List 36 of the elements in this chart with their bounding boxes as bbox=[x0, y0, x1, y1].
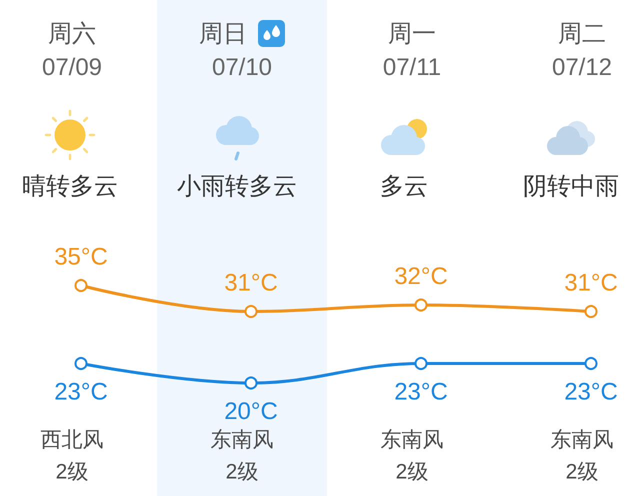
x-tick-label: 周一 bbox=[388, 20, 436, 48]
text: 晴转多云 bbox=[22, 173, 118, 200]
text: 多云 bbox=[380, 173, 428, 200]
x-tick-label: 周日 bbox=[199, 20, 247, 48]
text: 小雨转多云 bbox=[177, 173, 297, 200]
text: 07/11 bbox=[382, 54, 442, 81]
point bbox=[584, 357, 598, 370]
text: 2级 bbox=[56, 460, 88, 484]
text: 07/12 bbox=[552, 54, 612, 81]
text: 东南风 bbox=[550, 428, 614, 452]
text: 2级 bbox=[566, 460, 598, 484]
point bbox=[414, 357, 428, 370]
point bbox=[414, 298, 428, 312]
text: 西北风 bbox=[40, 428, 104, 452]
text: 07/09 bbox=[42, 54, 102, 81]
data-label: 23°C bbox=[394, 378, 448, 406]
data-label: 32°C bbox=[394, 263, 448, 290]
point bbox=[74, 279, 88, 292]
text: 2级 bbox=[226, 460, 258, 484]
point bbox=[244, 376, 258, 390]
data-label: 23°C bbox=[54, 378, 108, 406]
point bbox=[74, 357, 88, 370]
data-label: 20°C bbox=[224, 398, 278, 425]
text: 东南风 bbox=[380, 428, 444, 452]
text: 阴转中雨 bbox=[523, 173, 619, 200]
data-label: 31°C bbox=[564, 270, 618, 296]
text: 东南风 bbox=[210, 428, 274, 452]
x-tick-label: 周二 bbox=[558, 20, 606, 48]
point bbox=[244, 305, 258, 318]
x-tick-label: 周六 bbox=[48, 20, 96, 48]
data-label: 35°C bbox=[54, 244, 108, 270]
data-label: 31°C bbox=[224, 270, 278, 296]
text: 2级 bbox=[396, 460, 428, 484]
text: 07/10 bbox=[212, 54, 272, 81]
data-label: 23°C bbox=[564, 378, 618, 406]
point bbox=[584, 305, 598, 318]
